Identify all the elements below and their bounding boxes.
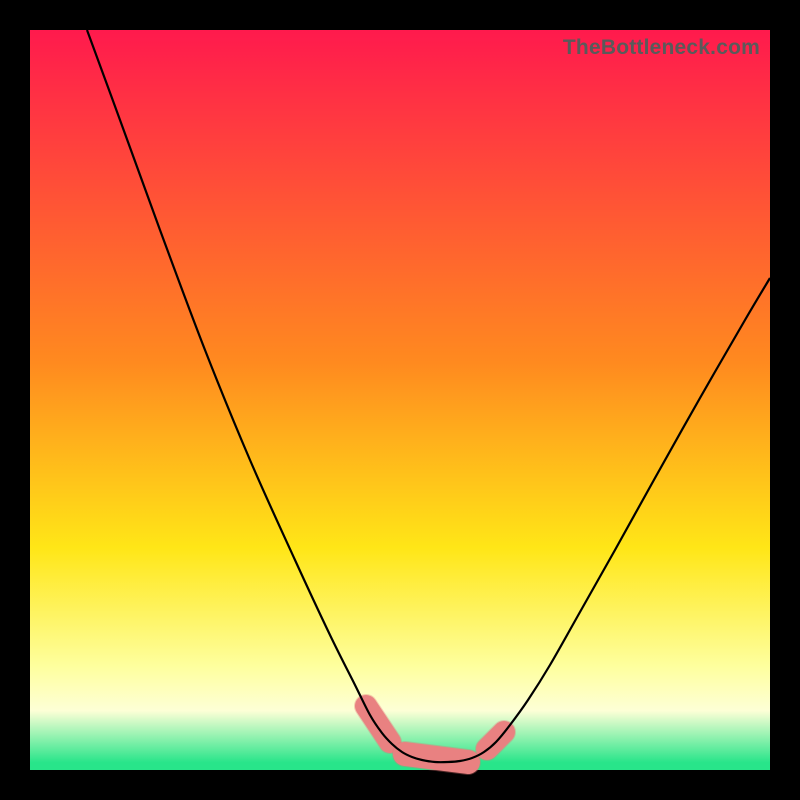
plot-area: TheBottleneck.com xyxy=(30,30,770,770)
bottleneck-curve xyxy=(30,30,770,770)
main-curve-path xyxy=(87,30,770,762)
chart-frame: TheBottleneck.com xyxy=(0,0,800,800)
curve-marker xyxy=(366,706,390,742)
